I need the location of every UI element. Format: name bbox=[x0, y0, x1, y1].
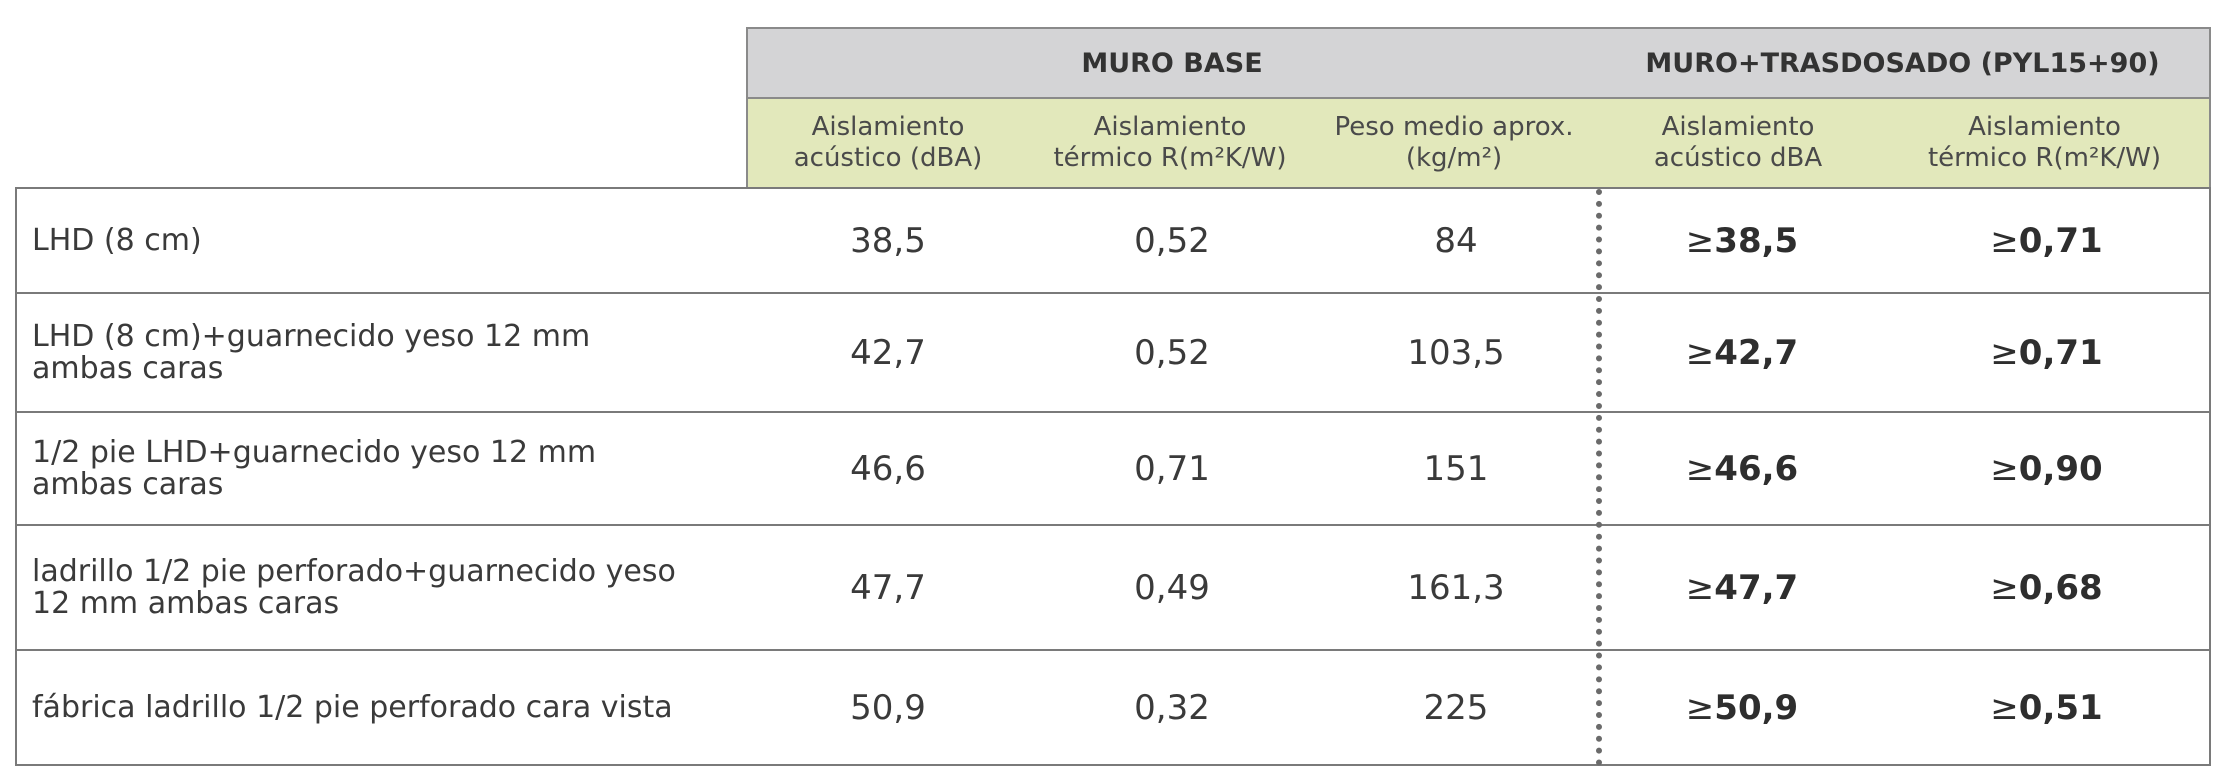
ge-symbol: ≥ bbox=[1990, 568, 2019, 608]
cell-termico: 0,49 bbox=[1030, 526, 1314, 649]
cell-peso: 161,3 bbox=[1314, 526, 1598, 649]
ge-symbol: ≥ bbox=[1990, 221, 2019, 261]
cell-acustico: 42,7 bbox=[746, 294, 1030, 411]
row-label-line: 12 mm ambas caras bbox=[32, 588, 676, 620]
row-label-line: ambas caras bbox=[32, 353, 590, 385]
ge-symbol: ≥ bbox=[1686, 568, 1715, 608]
cell-tr-termico: ≥0,68 bbox=[1882, 526, 2211, 649]
cell-tr-termico: ≥0,90 bbox=[1882, 413, 2211, 524]
cell-tr-acustico: ≥42,7 bbox=[1600, 294, 1884, 411]
value: 0,68 bbox=[2019, 568, 2103, 608]
cell-termico: 0,71 bbox=[1030, 413, 1314, 524]
cell-acustico: 50,9 bbox=[746, 651, 1030, 764]
group-header-muro-trasdosado: MURO+TRASDOSADO (PYL15+90) bbox=[1596, 27, 2211, 99]
value: 0,71 bbox=[2019, 333, 2103, 373]
column-header-acustico-trasdosado: Aislamiento acústico dBA bbox=[1596, 99, 1882, 189]
cell-peso: 103,5 bbox=[1314, 294, 1598, 411]
ge-symbol: ≥ bbox=[1990, 449, 2019, 489]
cell-termico: 0,52 bbox=[1030, 189, 1314, 292]
cell-peso: 84 bbox=[1314, 189, 1598, 292]
cell-tr-acustico: ≥46,6 bbox=[1600, 413, 1884, 524]
cell-tr-acustico: ≥50,9 bbox=[1600, 651, 1884, 764]
column-header-peso: Peso medio aprox. (kg/m²) bbox=[1312, 99, 1598, 189]
cell-tr-termico: ≥0,71 bbox=[1882, 294, 2211, 411]
value: 38,5 bbox=[1714, 221, 1798, 261]
value: 50,9 bbox=[1714, 688, 1798, 728]
column-header-line: Aislamiento bbox=[812, 112, 965, 143]
row-label-line: fábrica ladrillo 1/2 pie perforado cara … bbox=[32, 692, 673, 724]
ge-symbol: ≥ bbox=[1686, 333, 1715, 373]
column-header-line: Aislamiento bbox=[1968, 112, 2121, 143]
cell-acustico: 46,6 bbox=[746, 413, 1030, 524]
row-label-line: 1/2 pie LHD+guarnecido yeso 12 mm bbox=[32, 437, 596, 469]
value: 42,7 bbox=[1714, 333, 1798, 373]
ge-symbol: ≥ bbox=[1990, 333, 2019, 373]
value: 0,71 bbox=[2019, 221, 2103, 261]
cell-peso: 225 bbox=[1314, 651, 1598, 764]
column-header-line: Peso medio aprox. bbox=[1334, 112, 1573, 143]
column-header-line: Aislamiento bbox=[1662, 112, 1815, 143]
cell-termico: 0,52 bbox=[1030, 294, 1314, 411]
row-label: LHD (8 cm)+guarnecido yeso 12 mm ambas c… bbox=[32, 294, 590, 411]
ge-symbol: ≥ bbox=[1686, 449, 1715, 489]
row-label-line: LHD (8 cm)+guarnecido yeso 12 mm bbox=[32, 321, 590, 353]
cell-termico: 0,32 bbox=[1030, 651, 1314, 764]
column-header-acustico-base: Aislamiento acústico (dBA) bbox=[746, 99, 1030, 189]
cell-tr-acustico: ≥38,5 bbox=[1600, 189, 1884, 292]
row-label: fábrica ladrillo 1/2 pie perforado cara … bbox=[32, 651, 673, 764]
column-header-line: térmico R(m²K/W) bbox=[1928, 143, 2161, 174]
ge-symbol: ≥ bbox=[1686, 221, 1715, 261]
cell-acustico: 38,5 bbox=[746, 189, 1030, 292]
row-label: 1/2 pie LHD+guarnecido yeso 12 mm ambas … bbox=[32, 413, 596, 524]
row-label-line: LHD (8 cm) bbox=[32, 225, 202, 257]
column-header-line: acústico (dBA) bbox=[794, 143, 983, 174]
value: 46,6 bbox=[1714, 449, 1798, 489]
column-header-line: Aislamiento bbox=[1094, 112, 1247, 143]
value: 47,7 bbox=[1714, 568, 1798, 608]
ge-symbol: ≥ bbox=[1990, 688, 2019, 728]
row-label-line: ladrillo 1/2 pie perforado+guarnecido ye… bbox=[32, 556, 676, 588]
row-label: LHD (8 cm) bbox=[32, 189, 202, 292]
column-header-line: (kg/m²) bbox=[1406, 143, 1502, 174]
row-label: ladrillo 1/2 pie perforado+guarnecido ye… bbox=[32, 526, 676, 649]
row-label-line: ambas caras bbox=[32, 469, 596, 501]
cell-tr-termico: ≥0,71 bbox=[1882, 189, 2211, 292]
ge-symbol: ≥ bbox=[1686, 688, 1715, 728]
column-header-line: acústico dBA bbox=[1654, 143, 1822, 174]
column-header-termico-trasdosado: Aislamiento térmico R(m²K/W) bbox=[1880, 99, 2211, 189]
cell-peso: 151 bbox=[1314, 413, 1598, 524]
column-header-termico-base: Aislamiento térmico R(m²K/W) bbox=[1028, 99, 1314, 189]
group-header-muro-base: MURO BASE bbox=[746, 27, 1598, 99]
cell-acustico: 47,7 bbox=[746, 526, 1030, 649]
value: 0,90 bbox=[2019, 449, 2103, 489]
value: 0,51 bbox=[2019, 688, 2103, 728]
cell-tr-acustico: ≥47,7 bbox=[1600, 526, 1884, 649]
cell-tr-termico: ≥0,51 bbox=[1882, 651, 2211, 764]
column-header-line: térmico R(m²K/W) bbox=[1053, 143, 1286, 174]
